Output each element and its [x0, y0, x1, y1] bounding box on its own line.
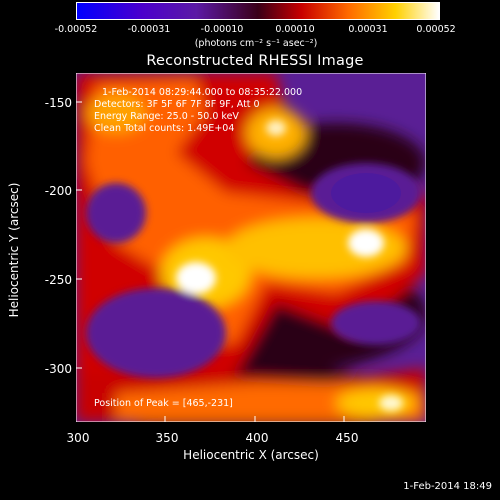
y-tick-label: -300 [44, 362, 72, 376]
colorbar-tick: 0.00010 [275, 24, 315, 35]
colorbar-tick: 0.00031 [348, 24, 388, 35]
energy-annotation: Energy Range: 25.0 - 50.0 keV [94, 111, 239, 122]
x-tick-label: 450 [335, 431, 359, 445]
y-axis-title: Heliocentric Y (arcsec) [7, 182, 21, 318]
x-axis-title: Heliocentric X (arcsec) [183, 448, 319, 462]
colorbar-tick: -0.00031 [127, 24, 171, 35]
clean-annotation: Clean Total counts: 1.49E+04 [94, 123, 235, 134]
colorbar [76, 2, 440, 20]
y-tick-label: -150 [44, 96, 72, 110]
colorbar-tick: -0.00052 [54, 24, 98, 35]
colorbar-unit-label: (photons cm⁻² s⁻¹ asec⁻²) [194, 38, 318, 49]
rhessi-image [76, 73, 426, 422]
image-title: Reconstructed RHESSI Image [146, 53, 364, 69]
y-tick-label: -250 [44, 273, 72, 287]
x-tick-label: 400 [245, 431, 269, 445]
detectors-annotation: Detectors: 3F 5F 6F 7F 8F 9F, Att 0 [94, 99, 260, 110]
colorbar-tick: -0.00010 [200, 24, 244, 35]
x-tick-label: 300 [66, 431, 90, 445]
peak-annotation: Position of Peak = [465,-231] [94, 398, 233, 409]
colorbar-tick: 0.00052 [416, 24, 456, 35]
y-tick-label: -200 [44, 184, 72, 198]
footer-date: 1-Feb-2014 18:49 [403, 481, 492, 492]
x-tick-label: 350 [155, 431, 179, 445]
time-range-annotation: 1-Feb-2014 08:29:44.000 to 08:35:22.000 [102, 87, 303, 98]
